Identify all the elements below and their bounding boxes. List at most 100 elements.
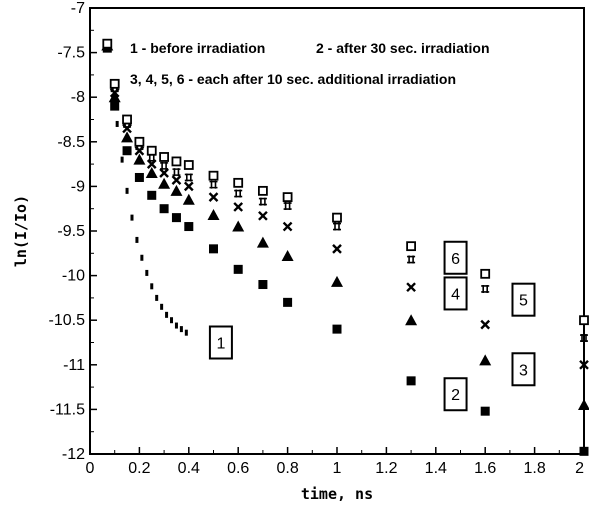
- y-tick-label: -11: [63, 357, 85, 374]
- point-series-2: [134, 172, 144, 182]
- point-series-6: [171, 156, 182, 167]
- curve-label-box-3: 3: [511, 352, 536, 387]
- point-series-1: [184, 329, 188, 336]
- x-tick-label: 0.6: [227, 460, 249, 477]
- x-tick-label: 2: [575, 460, 584, 477]
- point-series-6: [159, 152, 170, 162]
- annotation-line-3: 3, 4, 5, 6 - each after 10 sec. addition…: [130, 71, 456, 87]
- point-series-2: [110, 101, 120, 111]
- point-series-3: [108, 91, 121, 103]
- point-series-1: [125, 187, 129, 194]
- point-series-3: [145, 167, 158, 179]
- y-tick-label: -8: [71, 89, 85, 106]
- label-box-text: 1: [216, 336, 225, 353]
- point-series-3: [158, 177, 171, 189]
- y-tick-label: -9.5: [57, 223, 85, 240]
- point-series-6: [146, 145, 157, 156]
- curve-labels: 1 2 3 4 5 6: [208, 240, 536, 412]
- point-series-4: [406, 282, 416, 293]
- x-tick-label: 0.4: [178, 460, 200, 477]
- point-series-1: [120, 156, 124, 163]
- y-tick-label: -9: [71, 178, 85, 195]
- label-box: [443, 276, 468, 311]
- series-6: [102, 38, 589, 326]
- point-series-4: [233, 202, 244, 212]
- point-series-2: [184, 222, 194, 232]
- label-box: [443, 377, 468, 412]
- point-series-3: [256, 236, 269, 248]
- point-series-5: [160, 161, 169, 170]
- point-series-2: [122, 146, 132, 156]
- data-series: [101, 38, 589, 456]
- point-series-5: [283, 202, 292, 211]
- point-series-2: [209, 244, 218, 254]
- point-series-6: [183, 160, 194, 170]
- point-series-4: [579, 359, 589, 370]
- point-series-2: [283, 297, 293, 307]
- point-series-5: [580, 334, 588, 343]
- x-axis-ticks: 0 0.2 0.4 0.6 0.8 1 1.2 1.4 1.6 1.8 2: [86, 447, 585, 477]
- point-series-4: [332, 243, 342, 254]
- point-series-4: [208, 192, 219, 202]
- point-series-5: [407, 255, 416, 264]
- point-series-1: [155, 294, 159, 301]
- point-series-5: [234, 189, 243, 198]
- x-tick-label: 1: [333, 460, 342, 477]
- annotation-line-1: 1 - before irradiation: [130, 40, 265, 56]
- x-tick-label: 0.2: [128, 460, 150, 477]
- y-axis-ticks: -7 -7.5 -8 -8.5 -9 -9.5 -10 -10.5 -11 -11.5 -12: [49, 0, 97, 463]
- point-series-3: [405, 314, 418, 326]
- point-series-3: [281, 249, 294, 261]
- point-series-5: [172, 168, 181, 177]
- point-series-6: [208, 170, 219, 181]
- point-series-6: [282, 192, 293, 203]
- point-series-6: [579, 315, 589, 326]
- y-tick-label: -7: [71, 0, 85, 17]
- point-series-4: [282, 221, 293, 232]
- label-box-text: 6: [451, 251, 460, 268]
- series-4: [102, 38, 589, 370]
- point-series-6: [480, 268, 491, 279]
- point-series-6: [332, 212, 342, 223]
- label-box-text: 4: [451, 286, 460, 303]
- point-series-1: [179, 326, 183, 333]
- point-series-2: [579, 446, 589, 456]
- point-series-3: [479, 354, 492, 366]
- y-axis-title: ln(I/Io): [12, 195, 30, 267]
- point-series-6: [109, 78, 120, 89]
- x-axis-title: time, ns: [301, 485, 373, 503]
- y-tick-label: -10: [62, 268, 85, 285]
- point-series-3: [133, 153, 146, 165]
- point-series-5: [481, 284, 490, 293]
- curve-label-box-4: 4: [443, 276, 468, 311]
- point-series-1: [145, 269, 149, 276]
- y-tick-label: -8.5: [57, 134, 85, 151]
- point-series-2: [147, 190, 157, 200]
- point-series-4: [159, 168, 169, 178]
- point-series-2: [480, 406, 490, 416]
- point-series-5: [184, 173, 193, 182]
- point-series-5: [333, 222, 341, 231]
- point-series-5: [258, 197, 267, 206]
- point-series-2: [233, 264, 243, 274]
- point-series-6: [134, 136, 145, 147]
- point-series-1: [140, 254, 144, 261]
- point-series-6: [233, 177, 244, 188]
- point-series-3: [207, 208, 220, 220]
- point-series-1: [170, 317, 174, 324]
- label-box-text: 5: [519, 293, 528, 310]
- point-series-2: [406, 376, 416, 386]
- point-series-3: [232, 220, 245, 232]
- y-tick-label: -11.5: [50, 401, 85, 418]
- point-series-3: [578, 398, 589, 410]
- curve-label-box-5: 5: [511, 282, 536, 317]
- x-tick-label: 0: [86, 460, 95, 477]
- point-series-1: [150, 283, 154, 290]
- point-series-3: [170, 184, 183, 196]
- point-series-1: [135, 236, 139, 243]
- annotation-line-2: 2 - after 30 sec. irradiation: [316, 40, 490, 56]
- y-tick-label: -12: [62, 446, 85, 463]
- y-tick-label: -10.5: [49, 312, 86, 329]
- point-series-4: [171, 175, 182, 186]
